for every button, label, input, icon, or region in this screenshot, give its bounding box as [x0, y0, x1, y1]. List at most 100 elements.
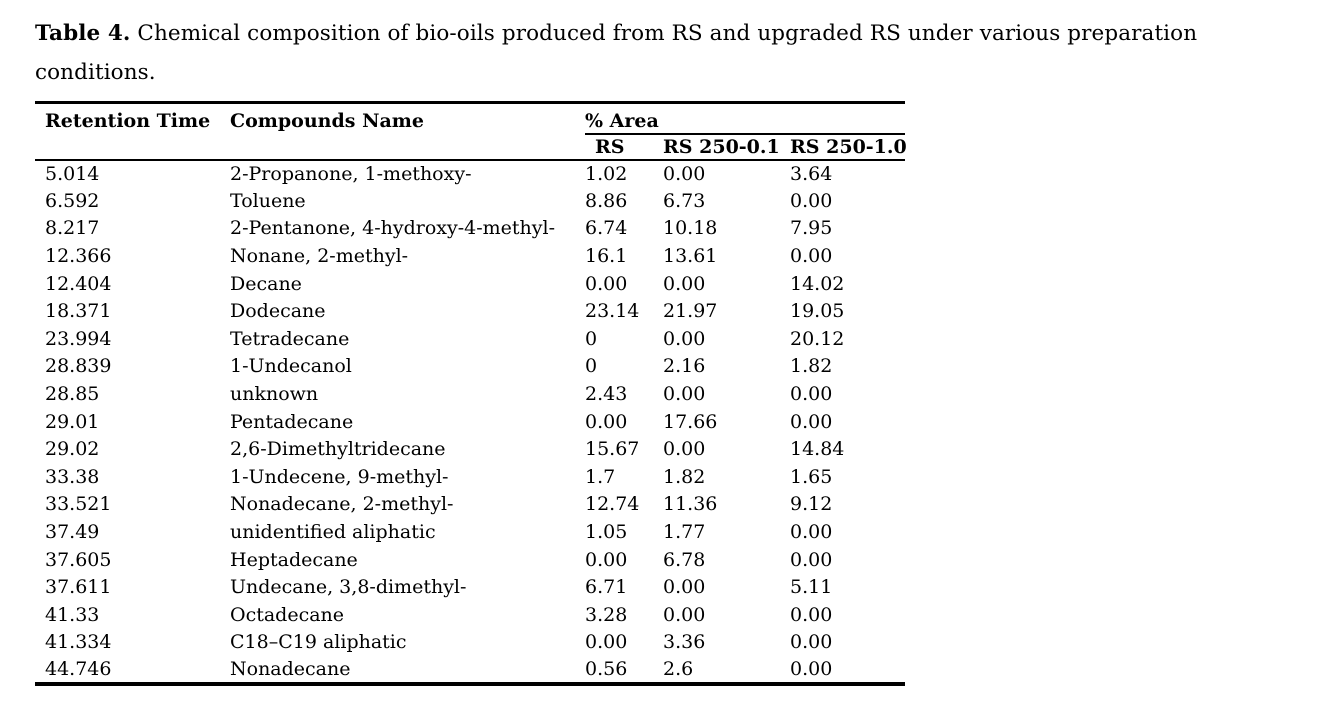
table-row: 37.49 unidentified aliphatic 1.05 1.77 0…	[35, 518, 905, 546]
cell-retention-time: 29.01	[45, 410, 100, 433]
cell-retention-time: 18.371	[45, 300, 112, 323]
table-row: 23.994 Tetradecane 0 0.00 20.12	[35, 325, 905, 353]
cell-rs: 2.43	[585, 383, 628, 406]
table-row: 28.85 unknown 2.43 0.00 0.00	[35, 380, 905, 408]
cell-retention-time: 33.521	[45, 493, 112, 516]
cell-compound-name: 2-Pentanone, 4-hydroxy-4-methyl-	[230, 217, 556, 240]
cell-rs-250-0-1: 0.00	[663, 383, 706, 406]
cell-rs-250-0-1: 0.00	[663, 162, 706, 185]
table-header: Retention Time Compounds Name % Area RS …	[35, 102, 907, 161]
cell-rs-250-0-1: 17.66	[663, 410, 718, 433]
cell-compound-name: Nonadecane	[230, 657, 351, 680]
table-row: 12.404 Decane 0.00 0.00 14.02	[35, 270, 905, 298]
cell-rs-250-1-0: 1.82	[790, 355, 833, 378]
col-header-compounds-name: Compounds Name	[230, 102, 585, 161]
cell-rs-250-0-1: 13.61	[663, 245, 718, 268]
col-header-area-group: % Area	[585, 102, 905, 135]
table-caption: Table 4. Chemical composition of bio-oil…	[35, 14, 1297, 92]
table-row: 29.02 2,6-Dimethyltridecane 15.67 0.00 1…	[35, 435, 905, 463]
cell-retention-time: 41.334	[45, 631, 112, 654]
cell-rs-250-0-1: 2.16	[663, 355, 706, 378]
table-row: 37.611 Undecane, 3,8-dimethyl- 6.71 0.00…	[35, 573, 905, 601]
cell-compound-name: unknown	[230, 383, 319, 406]
cell-compound-name: Tetradecane	[230, 327, 350, 350]
cell-rs-250-0-1: 0.00	[663, 576, 706, 599]
table-row: 37.605 Heptadecane 0.00 6.78 0.00	[35, 546, 905, 574]
cell-rs-250-0-1: 0.00	[663, 438, 706, 461]
cell-rs-250-1-0: 0.00	[790, 383, 833, 406]
cell-retention-time: 37.611	[45, 576, 112, 599]
cell-rs: 16.1	[585, 245, 628, 268]
cell-rs-250-0-1: 3.36	[663, 631, 706, 654]
cell-rs-250-1-0: 1.65	[790, 465, 833, 488]
cell-rs: 0.00	[585, 272, 628, 295]
cell-retention-time: 29.02	[45, 438, 100, 461]
table-row: 28.839 1-Undecanol 0 2.16 1.82	[35, 353, 905, 381]
cell-retention-time: 6.592	[45, 189, 100, 212]
cell-retention-time: 28.85	[45, 383, 100, 406]
cell-rs-250-0-1: 6.78	[663, 548, 706, 571]
cell-rs-250-1-0: 0.00	[790, 410, 833, 433]
cell-retention-time: 12.366	[45, 245, 112, 268]
cell-retention-time: 23.994	[45, 327, 112, 350]
cell-rs: 1.05	[585, 521, 628, 544]
cell-rs-250-0-1: 0.00	[663, 327, 706, 350]
cell-compound-name: Pentadecane	[230, 410, 354, 433]
cell-rs: 6.74	[585, 217, 628, 240]
cell-compound-name: Dodecane	[230, 300, 326, 323]
cell-rs-250-1-0: 9.12	[790, 493, 833, 516]
table-row: 5.014 2-Propanone, 1-methoxy- 1.02 0.00 …	[35, 160, 905, 188]
cell-compound-name: 1-Undecene, 9-methyl-	[230, 465, 449, 488]
cell-compound-name: Heptadecane	[230, 548, 358, 571]
header-row-group: Retention Time Compounds Name % Area	[35, 102, 905, 161]
cell-retention-time: 5.014	[45, 162, 100, 185]
cell-compound-name: Octadecane	[230, 603, 345, 626]
cell-rs: 1.7	[585, 465, 616, 488]
header-row-sub: RS RS 250-0.1 RS 250-1.0	[35, 133, 907, 161]
cell-rs-250-1-0: 0.00	[790, 548, 833, 571]
cell-rs-250-1-0: 7.95	[790, 217, 833, 240]
table-caption-text: Chemical composition of bio-oils produce…	[35, 21, 1198, 85]
table-row: 33.38 1-Undecene, 9-methyl- 1.7 1.82 1.6…	[35, 463, 905, 491]
cell-compound-name: unidentified aliphatic	[230, 521, 436, 544]
cell-compound-name: Nonadecane, 2-methyl-	[230, 493, 454, 516]
cell-rs-250-0-1: 2.6	[663, 657, 694, 680]
cell-rs-250-1-0: 14.02	[790, 272, 845, 295]
table-row: 41.334 C18–C19 aliphatic 0.00 3.36 0.00	[35, 629, 905, 657]
cell-rs-250-1-0: 20.12	[790, 327, 845, 350]
cell-rs-250-1-0: 5.11	[790, 576, 833, 599]
cell-compound-name: 2,6-Dimethyltridecane	[230, 438, 446, 461]
col-header-retention-time: Retention Time	[35, 102, 230, 161]
cell-compound-name: Nonane, 2-methyl-	[230, 245, 409, 268]
table-row: 6.592 Toluene 8.86 6.73 0.00	[35, 187, 905, 215]
cell-rs: 0	[585, 327, 598, 350]
col-header-rs: RS	[585, 133, 663, 161]
cell-rs-250-1-0: 0.00	[790, 631, 833, 654]
cell-rs-250-0-1: 6.73	[663, 189, 706, 212]
cell-rs: 0.56	[585, 657, 628, 680]
cell-retention-time: 12.404	[45, 272, 112, 295]
cell-rs-250-1-0: 14.84	[790, 438, 845, 461]
table-row: 41.33 Octadecane 3.28 0.00 0.00	[35, 601, 905, 629]
table-caption-label: Table 4.	[35, 21, 131, 46]
table-row: 12.366 Nonane, 2-methyl- 16.1 13.61 0.00	[35, 242, 905, 270]
table-row: 33.521 Nonadecane, 2-methyl- 12.74 11.36…	[35, 491, 905, 519]
table-row: 29.01 Pentadecane 0.00 17.66 0.00	[35, 408, 905, 436]
cell-rs-250-1-0: 3.64	[790, 162, 833, 185]
cell-rs-250-0-1: 0.00	[663, 272, 706, 295]
cell-retention-time: 37.49	[45, 521, 100, 544]
cell-rs: 12.74	[585, 493, 640, 516]
cell-rs: 6.71	[585, 576, 628, 599]
composition-table: Retention Time Compounds Name % Area RS …	[35, 101, 907, 686]
cell-rs-250-0-1: 1.77	[663, 521, 706, 544]
cell-compound-name: Decane	[230, 272, 302, 295]
cell-rs-250-0-1: 10.18	[663, 217, 718, 240]
cell-retention-time: 33.38	[45, 465, 100, 488]
cell-rs: 8.86	[585, 189, 628, 212]
cell-retention-time: 28.839	[45, 355, 112, 378]
cell-rs-250-1-0: 19.05	[790, 300, 845, 323]
cell-rs: 0.00	[585, 410, 628, 433]
cell-rs-250-0-1: 0.00	[663, 603, 706, 626]
cell-compound-name: Toluene	[230, 189, 306, 212]
